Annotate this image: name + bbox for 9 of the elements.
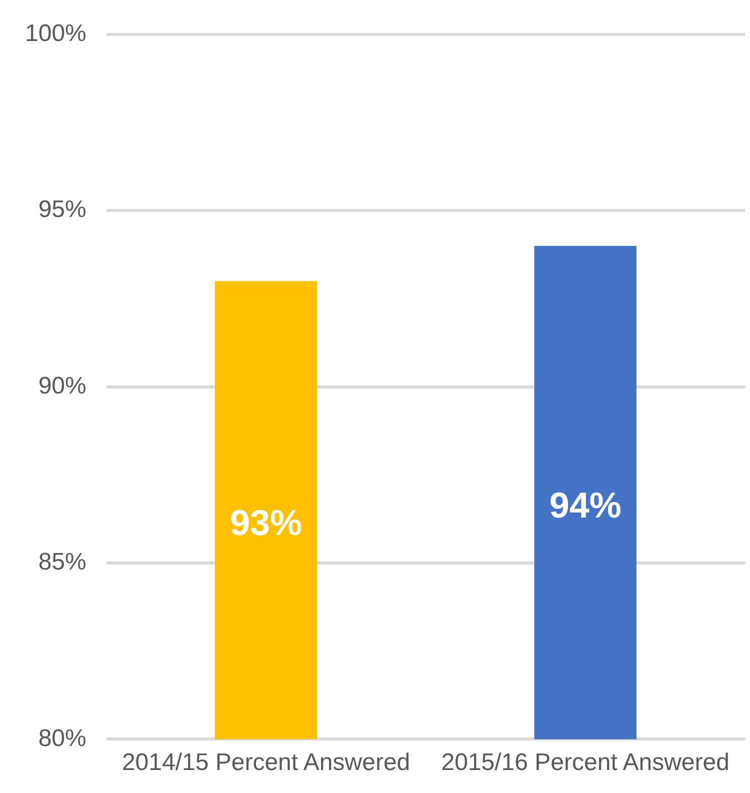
y-tick-label: 90%	[38, 372, 86, 400]
data-label: 93%	[230, 502, 302, 544]
y-tick-label: 85%	[38, 548, 86, 576]
y-tick-label: 100%	[24, 20, 86, 48]
x-tick-label: 2014/15 Percent Answered	[122, 749, 410, 776]
y-tick-label: 95%	[38, 196, 86, 224]
data-label: 94%	[549, 484, 622, 526]
x-tick-label: 2015/16 Percent Answered	[441, 749, 730, 776]
y-tick-label: 80%	[38, 724, 86, 752]
